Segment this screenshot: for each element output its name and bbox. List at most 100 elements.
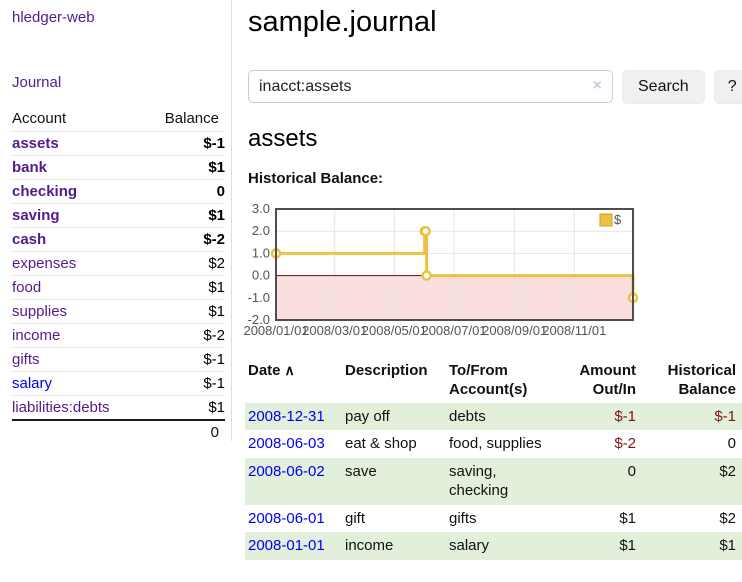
transaction-description: gift (345, 509, 366, 527)
register-row: 2008-06-02 save saving, checking 0 $2 (245, 457, 742, 505)
transaction-description: income (345, 537, 394, 555)
sidebar-account-expenses: expenses $2 (12, 251, 225, 276)
transaction-amount: 0 (627, 462, 636, 480)
register-header-amount: Amount Out/In (579, 362, 636, 399)
register-header-date[interactable]: Date ∧ (245, 359, 342, 403)
account-link[interactable]: cash (12, 231, 47, 248)
register-table: Date ∧ Description To/From Account(s) Amo… (245, 359, 742, 560)
sidebar-item-journal[interactable]: Journal (12, 74, 62, 91)
svg-text:2008/11/01: 2008/11/01 (542, 323, 606, 338)
account-balance: $1 (143, 275, 225, 300)
account-balance: $-1 (143, 347, 225, 372)
account-balance: $-2 (143, 227, 225, 252)
register-row: 2008-06-01 gift gifts $1 $2 (245, 505, 742, 533)
svg-text:3.0: 3.0 (252, 201, 270, 216)
svg-text:-2.0: -2.0 (248, 312, 270, 327)
transaction-date-link[interactable]: 2008-01-01 (248, 537, 325, 555)
sidebar: hledger-web Journal Account Balance asse… (0, 0, 232, 444)
sidebar-account-liabilities-debts: liabilities:debts $1 (12, 395, 225, 420)
transaction-balance: 0 (727, 435, 736, 453)
register-header-description: Description (345, 362, 428, 380)
sidebar-account-cash: cash $-2 (12, 227, 225, 252)
app-brand-link[interactable]: hledger-web (12, 9, 95, 26)
help-button[interactable]: ? (713, 70, 742, 105)
chart-title: Historical Balance: (248, 170, 384, 188)
register-header-balance: Historical Balance (667, 362, 736, 399)
transaction-date-link[interactable]: 2008-06-02 (248, 462, 325, 480)
account-balance: $1 (143, 155, 225, 180)
svg-text:2008/09/01: 2008/09/01 (482, 323, 547, 338)
transaction-accounts: debts (449, 407, 486, 425)
register-row: 2008-12-31 pay off debts $-1 $-1 (245, 402, 742, 431)
account-heading: assets (248, 125, 318, 153)
transaction-balance: $1 (719, 537, 736, 555)
account-balance: 0 (143, 179, 225, 204)
account-link[interactable]: income (12, 327, 61, 344)
account-balance: $1 (143, 299, 225, 324)
svg-text:2008/01/01: 2008/01/01 (243, 323, 308, 338)
transaction-balance: $2 (719, 509, 736, 527)
account-link[interactable]: liabilities:debts (12, 399, 110, 416)
register-row: 2008-01-01 income salary $1 $1 (245, 532, 742, 560)
svg-text:2008/05/01: 2008/05/01 (362, 323, 427, 338)
sidebar-account-gifts: gifts $-1 (12, 347, 225, 372)
search-input[interactable] (248, 70, 613, 104)
transaction-date-link[interactable]: 2008-12-31 (248, 407, 325, 425)
svg-text:1.0: 1.0 (252, 246, 270, 261)
transaction-amount: $-2 (614, 435, 636, 453)
transaction-accounts: saving, checking (449, 462, 509, 500)
svg-text:2008/07/01: 2008/07/01 (421, 323, 486, 338)
account-balance: $-2 (143, 323, 225, 348)
sidebar-account-salary: salary $-1 (12, 371, 225, 396)
transaction-amount: $1 (619, 537, 636, 555)
svg-text:2.0: 2.0 (252, 224, 270, 239)
account-balance: $2 (143, 251, 225, 276)
accounts-header-account: Account (12, 107, 144, 132)
transaction-balance: $-1 (714, 407, 736, 425)
accounts-total-value: 0 (12, 419, 225, 444)
account-link[interactable]: gifts (12, 351, 40, 368)
accounts-total-row: 0 (12, 419, 225, 444)
account-balance: $-1 (143, 371, 225, 396)
account-balance: $1 (143, 395, 225, 420)
svg-text:0.0: 0.0 (252, 268, 270, 283)
transaction-accounts: food, supplies (449, 435, 542, 453)
account-link[interactable]: bank (12, 159, 48, 176)
historical-balance-chart: 3.0 2.0 1.0 0.0 -1.0 -2.0 2008/01/01 2008/03/01… (243, 201, 742, 349)
account-link[interactable]: food (12, 279, 42, 296)
register-header-row: Date ∧ Description To/From Account(s) Amo… (245, 359, 742, 403)
svg-text:2008/03/01: 2008/03/01 (302, 323, 367, 338)
account-link[interactable]: expenses (12, 255, 77, 272)
transaction-date-link[interactable]: 2008-06-03 (248, 435, 325, 453)
transaction-description: eat & shop (345, 435, 417, 453)
sidebar-account-supplies: supplies $1 (12, 299, 225, 324)
account-link[interactable]: saving (12, 207, 60, 224)
main-content: sample.journal × Search ? assets Histori… (243, 0, 742, 560)
transaction-amount: $-1 (614, 407, 636, 425)
account-balance: $-1 (203, 135, 225, 152)
search-button[interactable]: Search (622, 70, 705, 105)
transaction-accounts: gifts (449, 509, 477, 527)
transaction-date-link[interactable]: 2008-06-01 (248, 509, 325, 527)
account-link[interactable]: supplies (12, 303, 68, 320)
sidebar-account-saving: saving $1 (12, 203, 225, 228)
accounts-table-header: Account Balance (12, 107, 225, 132)
account-link[interactable]: assets (12, 135, 59, 152)
page-title: sample.journal (248, 6, 437, 38)
transaction-amount: $1 (619, 509, 636, 527)
accounts-header-balance: Balance (143, 107, 225, 132)
search-form: × Search ? (248, 70, 742, 105)
account-link[interactable]: checking (12, 183, 78, 200)
sidebar-account-food: food $1 (12, 275, 225, 300)
register-row: 2008-06-03 eat & shop food, supplies $-2… (245, 430, 742, 458)
account-link[interactable]: salary (12, 375, 53, 392)
register-header-date-label: Date (248, 362, 281, 380)
svg-text:-1.0: -1.0 (248, 290, 270, 305)
transaction-balance: $2 (719, 462, 736, 480)
sidebar-account-checking: checking 0 (12, 179, 225, 204)
transaction-description: save (345, 462, 377, 480)
svg-text:$: $ (614, 212, 622, 227)
sort-ascending-icon: ∧ (284, 362, 295, 379)
account-balance: $1 (143, 203, 225, 228)
clear-search-icon[interactable]: × (592, 77, 602, 95)
